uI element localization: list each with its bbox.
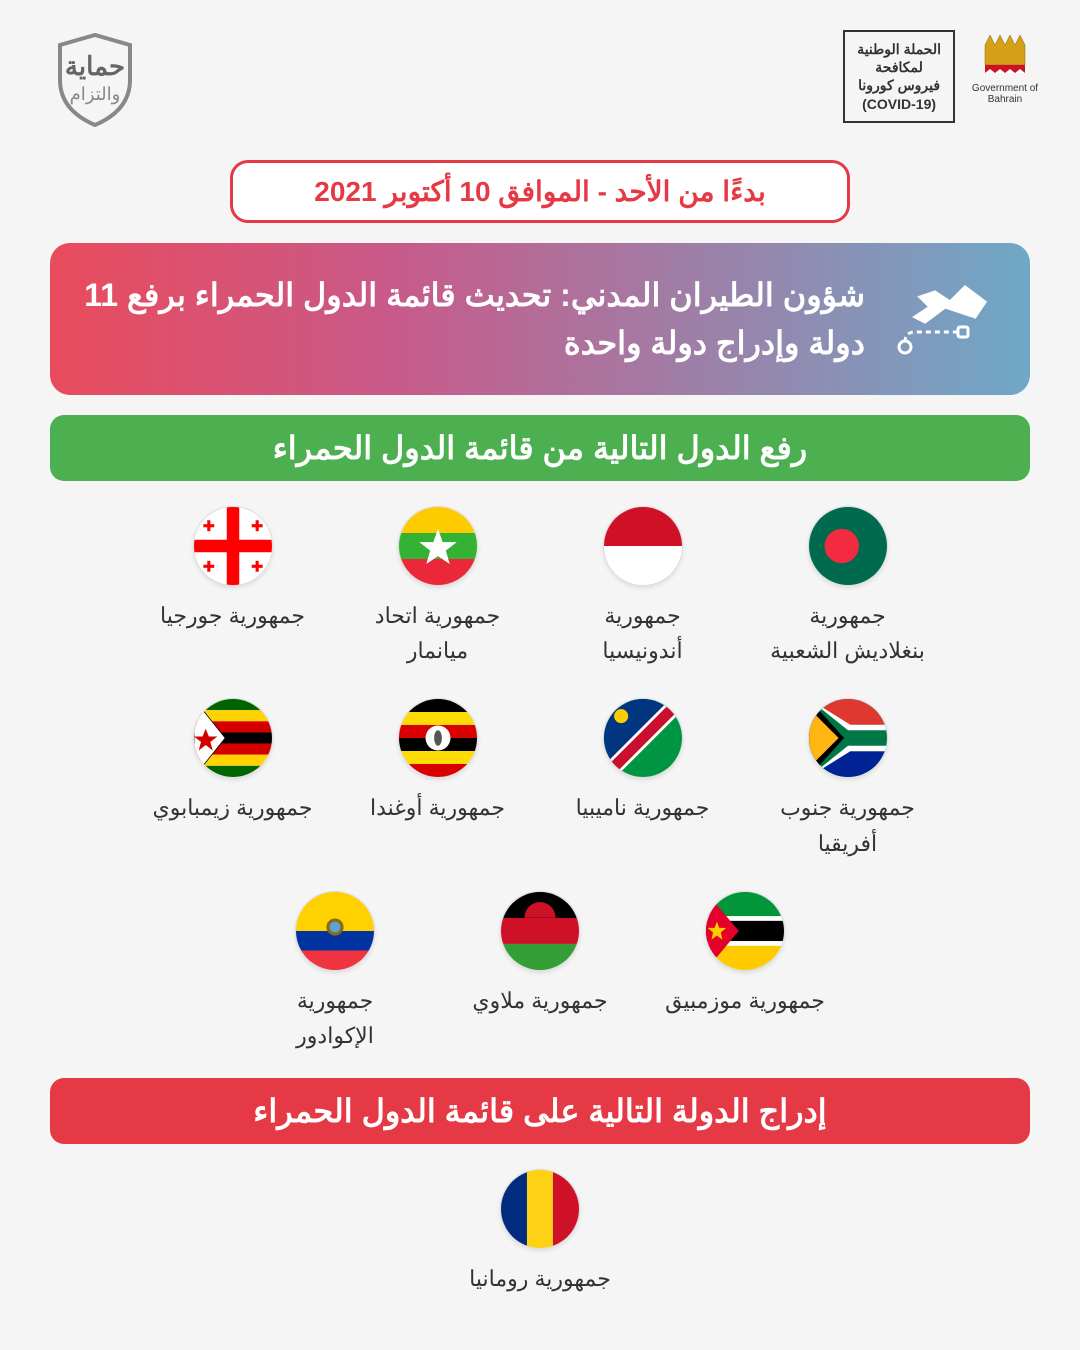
country-item: جمهورية ناميبيا xyxy=(563,698,723,860)
campaign-box: الحملة الوطنية لمكافحة فيروس كورونا (COV… xyxy=(843,30,955,123)
flag-southafrica xyxy=(808,698,888,778)
country-label: جمهورية موزمبيق xyxy=(665,983,825,1018)
flag-romania xyxy=(500,1169,580,1249)
date-badge: بدءًا من الأحد - الموافق 10 أكتوبر 2021 xyxy=(230,160,850,223)
svg-text:حماية: حماية xyxy=(65,51,125,81)
main-banner: شؤون الطيران المدني: تحديث قائمة الدول ا… xyxy=(50,243,1030,395)
country-label: جمهورية الإكوادور xyxy=(255,983,415,1053)
flag-indonesia xyxy=(603,506,683,586)
country-item: جمهورية بنغلاديش الشعبية xyxy=(768,506,928,668)
removed-countries-grid: جمهورية بنغلاديش الشعبية جمهورية أندونيسي… xyxy=(60,506,1020,1053)
svg-text:والتزام: والتزام xyxy=(70,84,121,105)
flag-namibia xyxy=(603,698,683,778)
country-label: جمهورية ملاوي xyxy=(460,983,620,1018)
crown-icon xyxy=(975,30,1035,80)
country-item: جمهورية جنوب أفريقيا xyxy=(768,698,928,860)
flag-zimbabwe xyxy=(193,698,273,778)
flag-myanmar xyxy=(398,506,478,586)
country-label: جمهورية أندونيسيا xyxy=(563,598,723,668)
flag-uganda xyxy=(398,698,478,778)
added-section-title: إدراج الدولة التالية على قائمة الدول الح… xyxy=(50,1078,1030,1144)
flag-ecuador xyxy=(295,891,375,971)
country-item: جمهورية ملاوي xyxy=(460,891,620,1053)
date-text: بدءًا من الأحد - الموافق 10 أكتوبر 2021 xyxy=(245,175,835,208)
airplane-icon xyxy=(890,272,1000,367)
country-label: جمهورية رومانيا xyxy=(460,1261,620,1296)
country-label: جمهورية جنوب أفريقيا xyxy=(768,790,928,860)
country-label: جمهورية بنغلاديش الشعبية xyxy=(768,598,928,668)
country-item: جمهورية الإكوادور xyxy=(255,891,415,1053)
banner-text: شؤون الطيران المدني: تحديث قائمة الدول ا… xyxy=(80,271,865,367)
country-item: جمهورية أندونيسيا xyxy=(563,506,723,668)
bahrain-emblem: Government of Bahrain xyxy=(970,30,1040,115)
country-item: جمهورية جورجيا xyxy=(153,506,313,668)
country-item: جمهورية رومانيا xyxy=(460,1169,620,1296)
country-item: جمهورية أوغندا xyxy=(358,698,518,860)
country-item: جمهورية زيمبابوي xyxy=(153,698,313,860)
shield-logo: حماية والتزام xyxy=(40,30,150,130)
added-countries-grid: جمهورية رومانيا xyxy=(0,1169,1080,1296)
country-item: جمهورية موزمبيق xyxy=(665,891,825,1053)
country-label: جمهورية اتحاد ميانمار xyxy=(358,598,518,668)
flag-bangladesh xyxy=(808,506,888,586)
shield-icon: حماية والتزام xyxy=(40,30,150,130)
country-label: جمهورية أوغندا xyxy=(358,790,518,825)
flag-georgia xyxy=(193,506,273,586)
flag-mozambique xyxy=(705,891,785,971)
government-label: Government of Bahrain xyxy=(970,83,1040,105)
country-label: جمهورية زيمبابوي xyxy=(153,790,313,825)
removed-section-title: رفع الدول التالية من قائمة الدول الحمراء xyxy=(50,415,1030,481)
country-item: جمهورية اتحاد ميانمار xyxy=(358,506,518,668)
flag-malawi xyxy=(500,891,580,971)
country-label: جمهورية ناميبيا xyxy=(563,790,723,825)
country-label: جمهورية جورجيا xyxy=(153,598,313,633)
